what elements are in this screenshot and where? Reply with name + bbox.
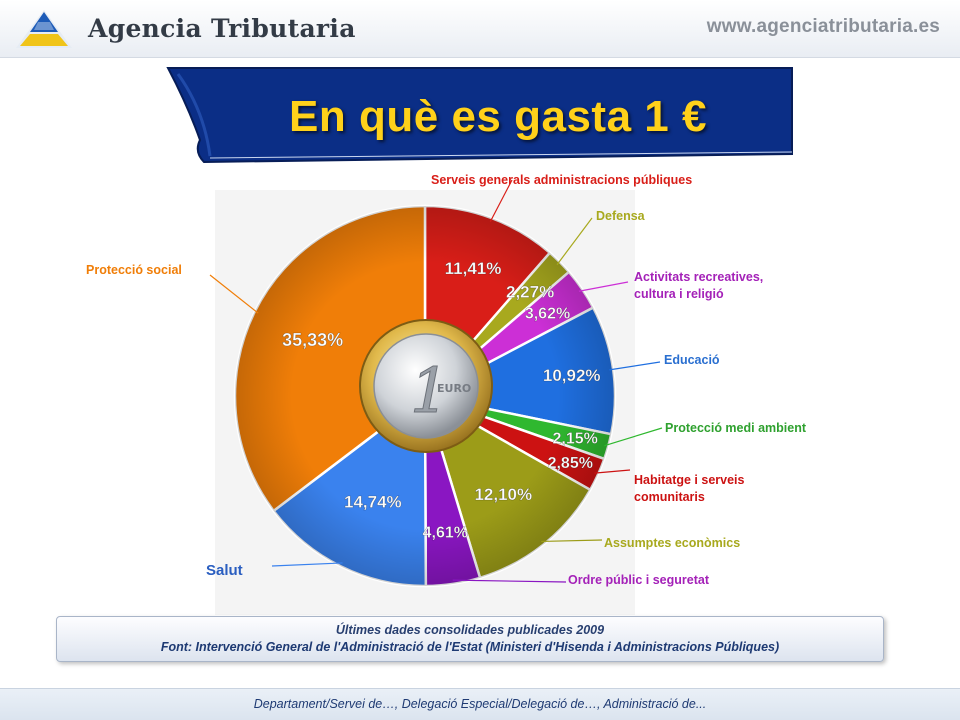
source-note-line2: Font: Intervenció General de l'Administr… — [160, 640, 780, 654]
leader-line — [489, 179, 513, 222]
label-assumptes: Assumptes econòmics — [604, 535, 740, 552]
pie-value-label: 35,33% — [282, 330, 343, 350]
leader-line — [556, 217, 593, 266]
pie-value-label: 10,92% — [543, 366, 601, 385]
leader-line — [209, 274, 259, 314]
label-activitats-line1: Activitats recreatives, — [634, 270, 764, 284]
pie-value-label: 14,74% — [344, 493, 402, 512]
svg-text:1: 1 — [410, 354, 449, 427]
agencia-tributaria-logo-icon — [16, 10, 72, 48]
leader-line — [594, 469, 631, 474]
label-educacio: Educació — [664, 352, 720, 369]
label-defensa-text: Defensa — [596, 209, 645, 223]
label-proteccio-text: Protecció social — [86, 263, 182, 277]
svg-text:EURO: EURO — [437, 382, 471, 395]
label-salut-text: Salut — [206, 562, 243, 579]
label-defensa: Defensa — [596, 208, 645, 225]
label-assumptes-text: Assumptes econòmics — [604, 536, 741, 550]
source-note-line1: Últimes dades consolidades publicades 20… — [335, 623, 605, 637]
source-note: Últimes dades consolidades publicades 20… — [56, 616, 884, 662]
label-medi: Protecció medi ambient — [665, 420, 806, 437]
leader-line — [578, 281, 629, 292]
leader-line — [604, 427, 663, 447]
site-url[interactable]: www.agenciatributaria.es — [706, 16, 940, 37]
leader-line — [541, 539, 603, 543]
pie-value-label: 2,85% — [548, 455, 593, 472]
label-salut: Salut — [206, 562, 243, 579]
page-title: En què es gasta 1 € — [289, 92, 707, 141]
label-activitats: Activitats recreatives, cultura i religi… — [634, 269, 763, 303]
label-activitats-line2: cultura i religió — [634, 287, 724, 301]
label-ordre-text: Ordre públic i seguretat — [568, 573, 710, 587]
pie-value-label: 3,62% — [525, 306, 570, 323]
label-educacio-text: Educació — [664, 353, 720, 367]
header-bar: Agencia Tributaria www.agenciatributaria… — [0, 0, 960, 58]
pie-value-label: 4,61% — [423, 524, 468, 541]
leader-line — [452, 579, 567, 583]
label-ordre: Ordre públic i seguretat — [568, 572, 709, 589]
label-habitatge-line1: Habitatge i serveis — [634, 473, 745, 487]
pie-value-label: 12,10% — [474, 485, 532, 504]
footer-text: Departament/Servei de…, Delegació Especi… — [253, 697, 707, 711]
brand-name: Agencia Tributaria — [88, 14, 356, 43]
footer-bar: Departament/Servei de…, Delegació Especi… — [0, 688, 960, 720]
label-serveis-text: Serveis generals administracions públiqu… — [431, 173, 693, 187]
label-proteccio: Protecció social — [86, 262, 182, 279]
euro-coin-icon: 1 EURO — [359, 319, 493, 453]
leader-line — [609, 361, 661, 371]
label-serveis: Serveis generals administracions públiqu… — [431, 172, 692, 189]
pie-value-label: 11,41% — [445, 259, 502, 278]
pie-value-label: 2,27% — [506, 283, 554, 302]
label-habitatge: Habitatge i serveis comunitaris — [634, 472, 744, 506]
leader-line — [271, 562, 343, 567]
title-banner — [160, 66, 800, 168]
pie-value-label: 2,15% — [552, 431, 597, 448]
label-habitatge-line2: comunitaris — [634, 490, 705, 504]
label-medi-text: Protecció medi ambient — [665, 421, 807, 435]
